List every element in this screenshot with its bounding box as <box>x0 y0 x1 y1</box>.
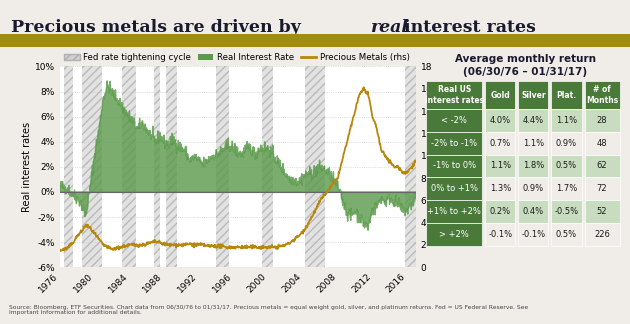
Bar <box>122 66 136 267</box>
Bar <box>305 66 324 267</box>
FancyBboxPatch shape <box>551 223 581 246</box>
Text: 1.1%: 1.1% <box>523 139 544 148</box>
Text: 0.9%: 0.9% <box>523 184 544 193</box>
FancyBboxPatch shape <box>551 155 581 177</box>
Text: # of
Months: # of Months <box>586 86 618 105</box>
FancyBboxPatch shape <box>551 177 581 200</box>
Text: 0.4%: 0.4% <box>523 207 544 216</box>
FancyBboxPatch shape <box>551 200 581 223</box>
FancyBboxPatch shape <box>518 177 549 200</box>
FancyBboxPatch shape <box>551 132 581 155</box>
FancyBboxPatch shape <box>551 81 581 109</box>
FancyBboxPatch shape <box>485 155 515 177</box>
Text: (06/30/76 – 01/31/17): (06/30/76 – 01/31/17) <box>463 67 588 77</box>
FancyBboxPatch shape <box>427 109 483 132</box>
FancyBboxPatch shape <box>585 155 619 177</box>
FancyBboxPatch shape <box>427 132 483 155</box>
Bar <box>81 66 101 267</box>
FancyBboxPatch shape <box>485 200 515 223</box>
FancyBboxPatch shape <box>427 155 483 177</box>
FancyBboxPatch shape <box>585 223 619 246</box>
Text: 0.9%: 0.9% <box>556 139 577 148</box>
Text: > +2%: > +2% <box>439 230 469 239</box>
FancyBboxPatch shape <box>427 81 483 109</box>
Text: 72: 72 <box>597 184 607 193</box>
Bar <box>154 66 159 267</box>
FancyBboxPatch shape <box>485 81 515 109</box>
Text: 1.1%: 1.1% <box>556 116 577 125</box>
Text: 1.1%: 1.1% <box>490 161 511 170</box>
Text: +1% to +2%: +1% to +2% <box>427 207 481 216</box>
Bar <box>122 66 136 267</box>
Text: Average monthly return: Average monthly return <box>455 54 596 64</box>
Text: 48: 48 <box>597 139 607 148</box>
Text: -2% to -1%: -2% to -1% <box>432 139 478 148</box>
Bar <box>64 66 73 267</box>
Text: 52: 52 <box>597 207 607 216</box>
FancyBboxPatch shape <box>551 109 581 132</box>
Text: -0.5%: -0.5% <box>554 207 578 216</box>
Bar <box>305 66 324 267</box>
Text: 0.7%: 0.7% <box>490 139 511 148</box>
Text: 0.5%: 0.5% <box>556 161 577 170</box>
Bar <box>405 66 416 267</box>
FancyBboxPatch shape <box>585 200 619 223</box>
FancyBboxPatch shape <box>585 177 619 200</box>
FancyBboxPatch shape <box>427 177 483 200</box>
FancyBboxPatch shape <box>518 109 549 132</box>
FancyBboxPatch shape <box>427 223 483 246</box>
Bar <box>262 66 273 267</box>
Text: 62: 62 <box>597 161 607 170</box>
FancyBboxPatch shape <box>518 155 549 177</box>
FancyBboxPatch shape <box>427 200 483 223</box>
Bar <box>64 66 73 267</box>
Bar <box>216 66 229 267</box>
Text: Precious metals are driven by: Precious metals are driven by <box>11 19 307 36</box>
FancyBboxPatch shape <box>485 109 515 132</box>
Legend: Fed rate tightening cycle, Real Interest Rate, Precious Metals (rhs): Fed rate tightening cycle, Real Interest… <box>64 53 410 62</box>
FancyBboxPatch shape <box>518 132 549 155</box>
Text: 0% to +1%: 0% to +1% <box>431 184 478 193</box>
Y-axis label: Index Level: Index Level <box>435 139 445 195</box>
FancyBboxPatch shape <box>585 132 619 155</box>
Text: -0.1%: -0.1% <box>488 230 512 239</box>
Text: Gold: Gold <box>491 91 510 100</box>
Text: Plat.: Plat. <box>556 91 576 100</box>
Text: 0.5%: 0.5% <box>556 230 577 239</box>
Text: 0.2%: 0.2% <box>490 207 511 216</box>
Text: Silver: Silver <box>521 91 546 100</box>
Text: real: real <box>370 19 408 36</box>
Bar <box>405 66 416 267</box>
Bar <box>262 66 273 267</box>
FancyBboxPatch shape <box>585 81 619 109</box>
Text: 1.7%: 1.7% <box>556 184 577 193</box>
Text: 4.0%: 4.0% <box>490 116 511 125</box>
Text: 226: 226 <box>594 230 610 239</box>
Text: interest rates: interest rates <box>398 19 536 36</box>
FancyBboxPatch shape <box>585 109 619 132</box>
Text: 28: 28 <box>597 116 607 125</box>
Bar <box>154 66 159 267</box>
Text: < -2%: < -2% <box>442 116 467 125</box>
FancyBboxPatch shape <box>518 81 549 109</box>
Text: 1.8%: 1.8% <box>523 161 544 170</box>
FancyBboxPatch shape <box>485 223 515 246</box>
FancyBboxPatch shape <box>485 132 515 155</box>
FancyBboxPatch shape <box>518 223 549 246</box>
Text: -1% to 0%: -1% to 0% <box>433 161 476 170</box>
Y-axis label: Real interest rates: Real interest rates <box>22 122 32 212</box>
Text: 4.4%: 4.4% <box>523 116 544 125</box>
Text: Real US
interest rates: Real US interest rates <box>425 86 484 105</box>
Text: 1.3%: 1.3% <box>490 184 511 193</box>
Bar <box>166 66 177 267</box>
Text: -0.1%: -0.1% <box>522 230 546 239</box>
FancyBboxPatch shape <box>485 177 515 200</box>
Bar <box>81 66 101 267</box>
Bar <box>216 66 229 267</box>
Bar <box>166 66 177 267</box>
FancyBboxPatch shape <box>518 200 549 223</box>
Text: Source: Bloomberg, ETF Securities. Chart data from 06/30/76 to 01/31/17. Preciou: Source: Bloomberg, ETF Securities. Chart… <box>9 305 529 315</box>
